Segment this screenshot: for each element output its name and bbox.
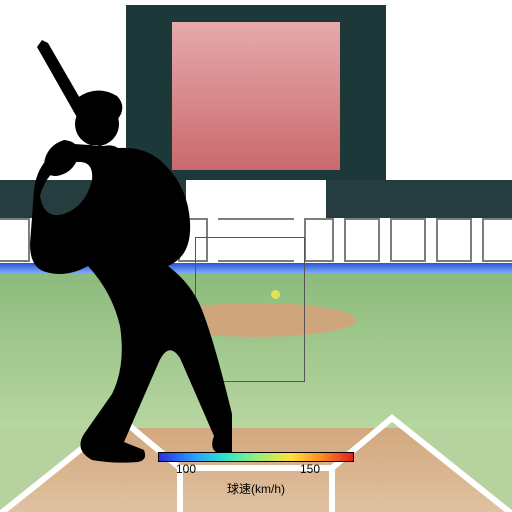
stand-box bbox=[304, 218, 334, 262]
stand-box bbox=[344, 218, 380, 262]
stand-box bbox=[390, 218, 426, 262]
stands-upper-right bbox=[326, 180, 512, 218]
legend-tick-150: 150 bbox=[290, 462, 330, 476]
legend-color-bar bbox=[158, 452, 354, 462]
pitch-location-chart: 100 150 球速(km/h) bbox=[0, 0, 512, 512]
speed-legend: 100 150 球速(km/h) bbox=[158, 452, 354, 498]
legend-title: 球速(km/h) bbox=[158, 480, 354, 497]
stand-box bbox=[436, 218, 472, 262]
pitch-dot bbox=[271, 290, 280, 299]
stand-box bbox=[482, 218, 512, 262]
legend-tick-100: 100 bbox=[166, 462, 206, 476]
batter-silhouette bbox=[2, 40, 232, 470]
